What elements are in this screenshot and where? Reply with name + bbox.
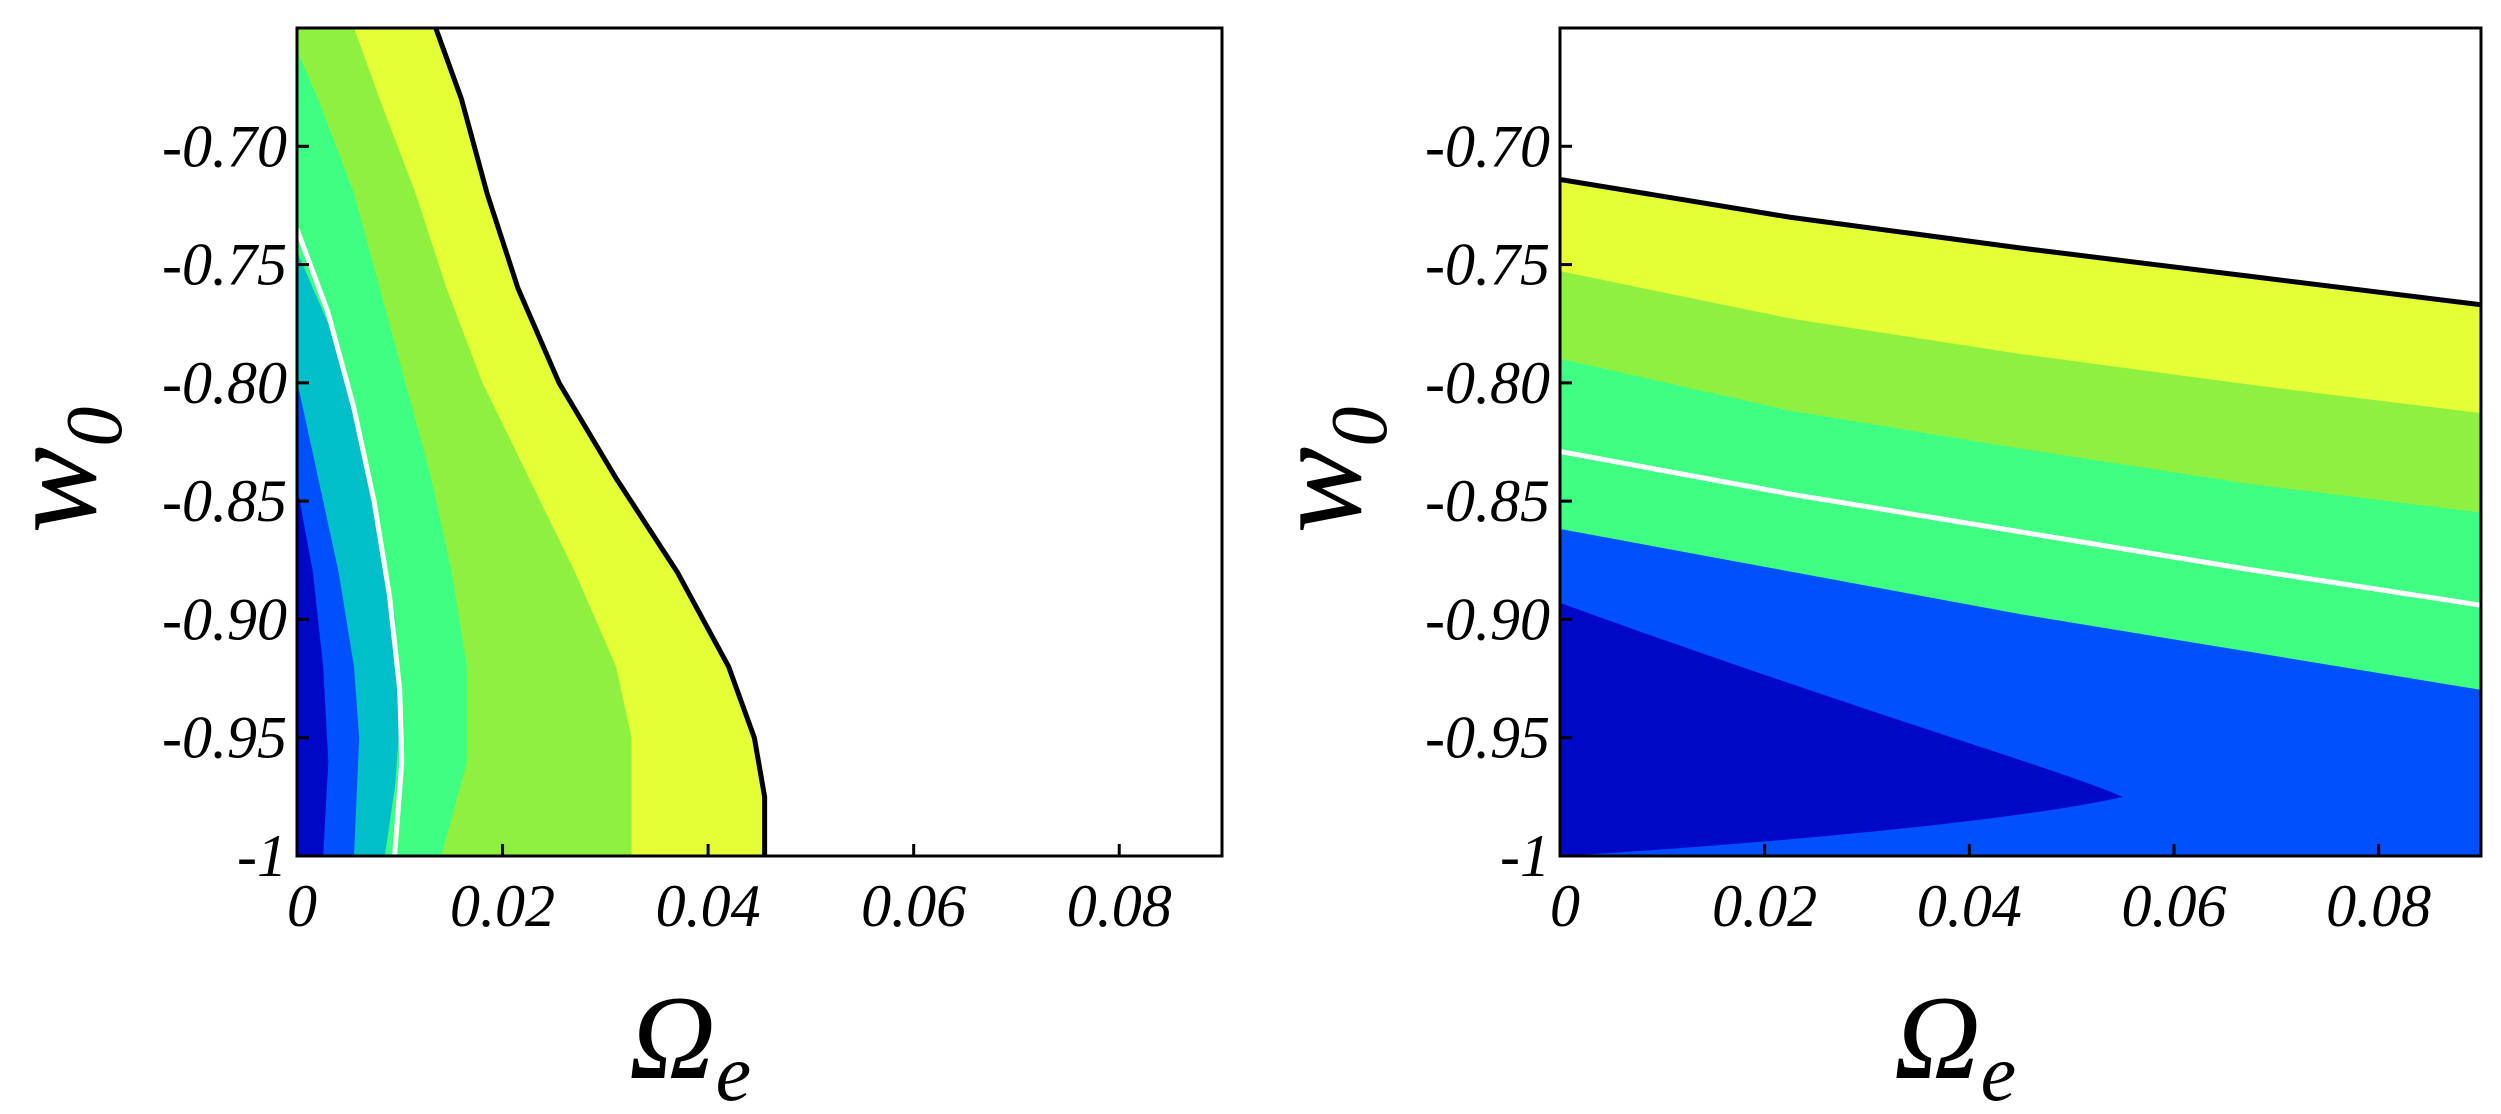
x-tick-label: 0.02 (450, 873, 555, 939)
plot-frame (1558, 26, 2483, 858)
x-tick-label: 0.04 (656, 873, 761, 939)
x-tick-label: 0.04 (1917, 873, 2022, 939)
x-axis-label: Ωe (1894, 971, 2016, 1114)
y-tick-label: -0.95 (162, 705, 287, 771)
contour-band-6 (1560, 602, 2123, 856)
y-axis-label: w0 (1245, 407, 1404, 534)
x-tick-label: 0.06 (2122, 873, 2227, 939)
plot-frame (295, 26, 1224, 858)
y-tick-label: -0.80 (1425, 350, 1550, 416)
plot-area (297, 28, 1222, 856)
y-tick-label: -0.85 (162, 468, 287, 534)
white-contour-line (1560, 449, 2481, 608)
x-axis-label: Ωe (629, 971, 751, 1114)
y-tick-label: -0.80 (162, 350, 287, 416)
right-contour-panel: 0 0.02 0.04 0.06 0.08 -1 -0.95 -0.90 -0.85 -0.80 -… (1245, 26, 2483, 1114)
y-tick-label: -0.90 (1425, 586, 1550, 652)
contour-band-6 (297, 489, 329, 856)
y-tick-label: -0.85 (1425, 468, 1550, 534)
y-tick-label: -1 (237, 823, 287, 889)
white-contour-line (297, 228, 405, 856)
y-tick-label: -0.75 (1425, 232, 1550, 298)
y-axis-label: w0 (0, 407, 139, 534)
plot-area (1560, 28, 2481, 856)
y-tick-label: -0.90 (162, 586, 287, 652)
x-tick-label: 0.02 (1712, 873, 1817, 939)
y-tick-label: -1 (1500, 823, 1550, 889)
x-tick-label: 0.08 (1067, 873, 1172, 939)
x-tick-label: 0 (287, 873, 317, 939)
y-tick-label: -0.70 (1425, 113, 1550, 179)
y-tick-label: -0.95 (1425, 705, 1550, 771)
black-contour-line (1560, 176, 2481, 308)
x-tick-label: 0.06 (861, 873, 966, 939)
left-contour-panel: 0 0.02 0.04 0.06 0.08 -1 -0.95 -0.90 -0.85 -0.80 -… (0, 26, 1224, 1114)
x-tick-label: 0 (1550, 873, 1580, 939)
black-contour-line (433, 28, 768, 856)
y-tick-label: -0.70 (162, 113, 287, 179)
x-tick-label: 0.08 (2326, 873, 2431, 939)
y-tick-label: -0.75 (162, 232, 287, 298)
